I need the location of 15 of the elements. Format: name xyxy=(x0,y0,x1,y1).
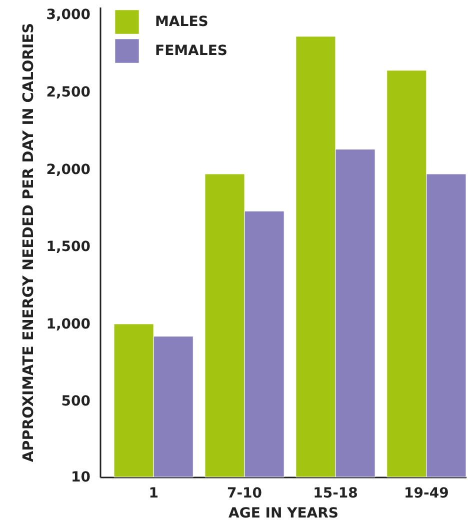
y-tick-label: 1,500 xyxy=(46,239,91,256)
x-tick-label: 1 xyxy=(148,486,158,502)
y-tick-label: 2,000 xyxy=(46,162,91,178)
legend-label: FEMALES xyxy=(155,43,228,59)
y-axis-title: APPROXIMATE ENERGY NEEDED PER DAY IN CALORIES xyxy=(21,22,38,462)
y-tick-label: 10 xyxy=(71,470,91,486)
legend-label: MALES xyxy=(155,14,208,30)
y-tick-label: 2,500 xyxy=(46,84,91,101)
y-tick-label: 1,000 xyxy=(46,316,91,332)
x-tick-label: 15-18 xyxy=(313,486,358,502)
x-axis-title: AGE IN YEARS xyxy=(228,506,338,522)
y-tick-label: 500 xyxy=(61,394,91,410)
x-tick-label: 19-49 xyxy=(404,486,449,502)
x-tick-label: 7-10 xyxy=(227,486,262,502)
y-tick-label: 3,000 xyxy=(46,7,91,24)
